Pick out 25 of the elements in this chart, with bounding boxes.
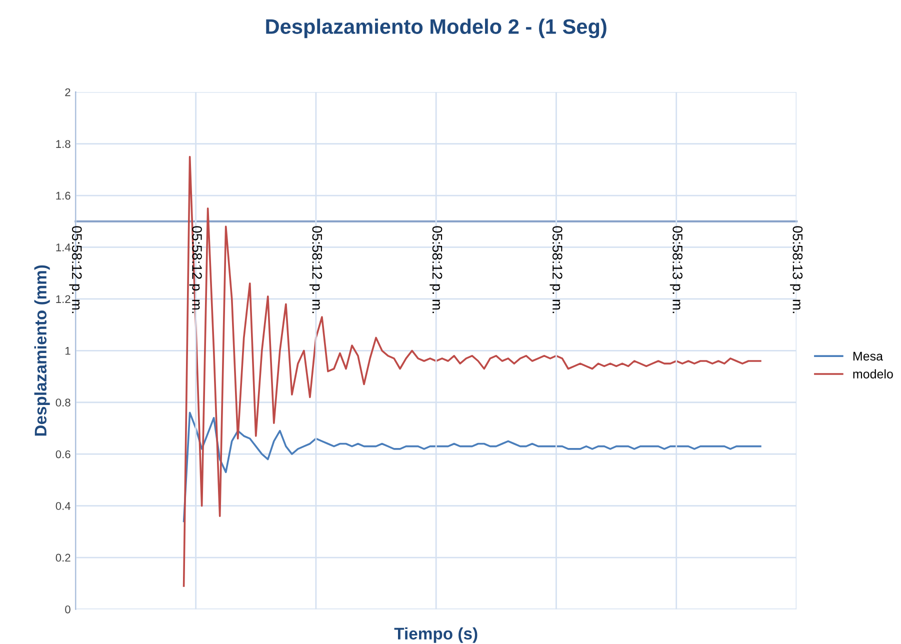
line-series <box>182 156 762 587</box>
x-tick-label: 05:58:13 p. m. <box>670 226 682 314</box>
y-tick-label: 2 <box>65 88 70 96</box>
x-axis-title: Tiempo (s) <box>394 627 478 643</box>
y-tick-label: 1.2 <box>56 295 70 303</box>
y-tick-label: 0 <box>65 605 70 614</box>
y-tick-label: 0.6 <box>56 450 70 458</box>
x-tick-label: 05:58:12 p. m. <box>550 226 562 314</box>
y-tick-label: 1.4 <box>56 244 70 252</box>
legend-label: modelo <box>853 369 893 378</box>
line-series <box>182 412 762 522</box>
y-tick-label: 0.8 <box>56 398 70 407</box>
y-axis-title: Desplazamiento (mm) <box>34 265 50 436</box>
y-tick-label: 1.6 <box>56 192 70 200</box>
y-tick-label: 0.4 <box>56 502 70 510</box>
x-tick-label: 05:58:12 p. m. <box>309 226 322 314</box>
y-tick-label: 0.2 <box>56 554 70 562</box>
legend-label: Mesa <box>853 352 884 361</box>
y-tick-label: 1.8 <box>56 140 70 148</box>
chart-title: Desplazamiento Modelo 2 - (1 Seg) <box>266 18 606 38</box>
x-tick-label: 05:58:12 p. m. <box>430 226 442 314</box>
x-tick-label: 05:58:12 p. m. <box>69 226 82 314</box>
y-tick-label: 1 <box>65 347 70 355</box>
x-tick-label: 05:58:13 p. m. <box>790 226 803 314</box>
x-tick-label: 05:58:12 p. m. <box>189 226 202 314</box>
